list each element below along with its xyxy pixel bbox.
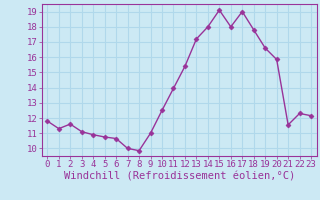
X-axis label: Windchill (Refroidissement éolien,°C): Windchill (Refroidissement éolien,°C) <box>64 172 295 182</box>
